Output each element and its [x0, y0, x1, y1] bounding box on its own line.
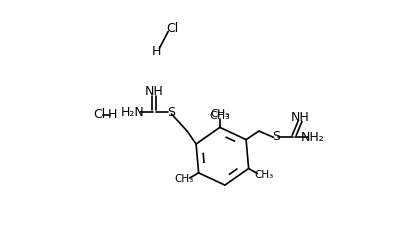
Text: CH₃: CH₃ [210, 109, 229, 118]
Text: CH₃: CH₃ [209, 111, 230, 121]
Text: S: S [167, 106, 175, 119]
Text: H₂N: H₂N [121, 106, 145, 119]
Text: NH: NH [291, 111, 310, 124]
Text: CH₃: CH₃ [254, 170, 274, 180]
Text: H: H [152, 45, 161, 58]
Text: Cl: Cl [93, 108, 105, 121]
Text: Cl: Cl [166, 22, 178, 36]
Text: CH₃: CH₃ [174, 174, 193, 184]
Text: NH: NH [145, 85, 164, 99]
Text: NH₂: NH₂ [301, 131, 325, 144]
Text: S: S [273, 130, 281, 143]
Text: H: H [108, 108, 117, 121]
